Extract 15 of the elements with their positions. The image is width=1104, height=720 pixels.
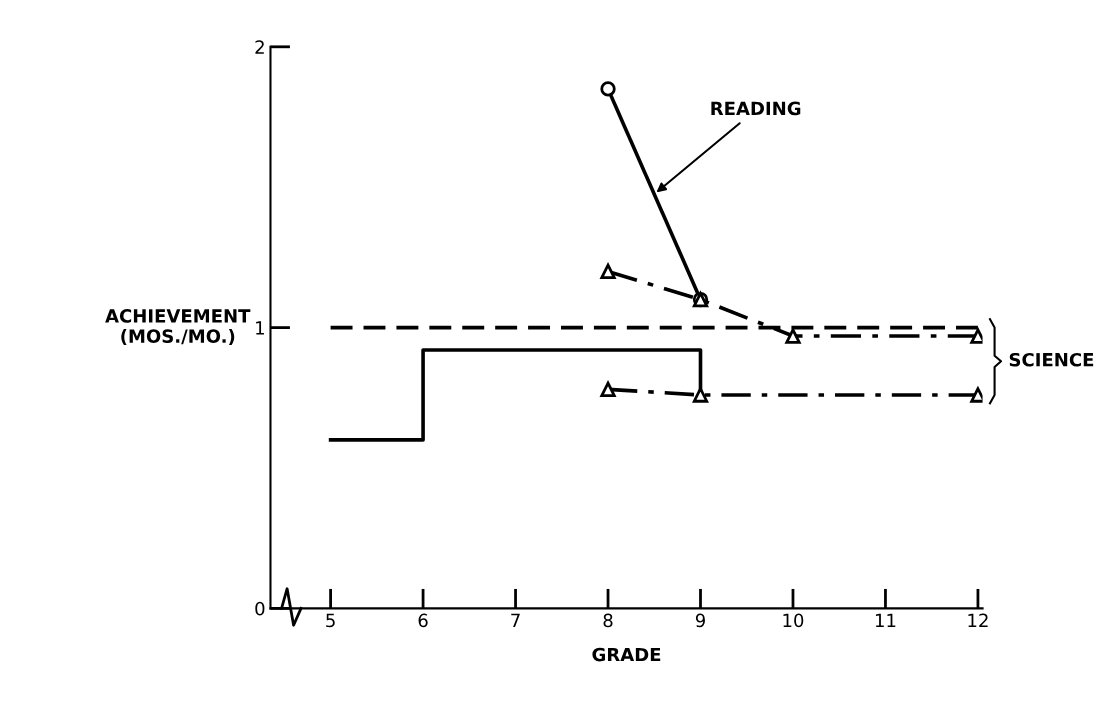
x-axis-title: GRADE bbox=[592, 647, 661, 662]
x-tick-label: 5 bbox=[326, 613, 335, 628]
y-tick-label: 0 bbox=[255, 601, 265, 616]
x-tick-label: 11 bbox=[875, 613, 896, 627]
x-tick-label: 9 bbox=[695, 613, 705, 628]
y-axis-title: ACHIEVEMENT (MOS./MO.) bbox=[105, 309, 251, 346]
text: READING bbox=[711, 101, 801, 116]
x-tick-label: 6 bbox=[418, 613, 428, 628]
x-tick-label: 12 bbox=[968, 613, 988, 627]
text: SCIENCE bbox=[1009, 352, 1094, 367]
x-tick-label: 7 bbox=[511, 613, 520, 627]
x-tick-label: 8 bbox=[603, 613, 613, 628]
x-tick-label: 10 bbox=[783, 613, 804, 628]
y-tick-label: 2 bbox=[255, 40, 264, 54]
y-tick-label: 1 bbox=[256, 321, 264, 335]
